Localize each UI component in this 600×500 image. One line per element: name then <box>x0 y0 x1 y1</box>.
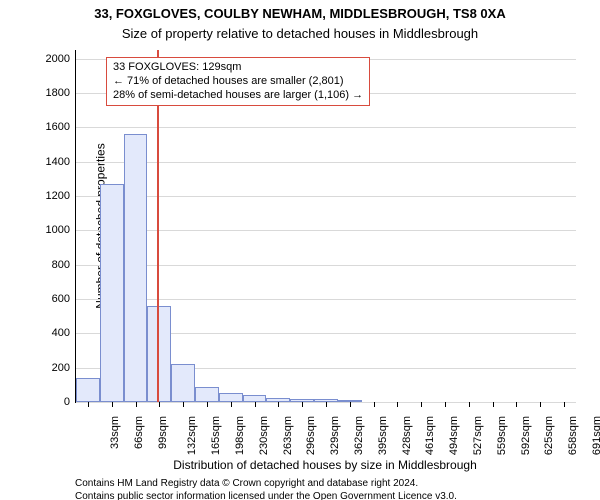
x-tick <box>136 402 137 407</box>
x-tick-label: 527sqm <box>472 416 484 455</box>
y-tick-label: 400 <box>52 327 76 339</box>
gridline <box>76 299 576 300</box>
histogram-bar <box>219 393 243 402</box>
x-tick-label: 230sqm <box>258 416 270 455</box>
gridline <box>76 196 576 197</box>
y-tick-label: 200 <box>52 362 76 374</box>
y-tick-label: 0 <box>64 396 76 408</box>
x-tick-label: 625sqm <box>544 416 556 455</box>
y-tick-label: 2000 <box>46 53 76 65</box>
x-tick <box>564 402 565 407</box>
y-tick-label: 1400 <box>46 156 76 168</box>
x-tick <box>278 402 279 407</box>
x-tick <box>445 402 446 407</box>
annotation-line-1: 33 FOXGLOVES: 129sqm <box>113 61 363 75</box>
x-tick-label: 461sqm <box>425 416 437 455</box>
x-tick-label: 263sqm <box>282 416 294 455</box>
y-tick-label: 1600 <box>46 121 76 133</box>
x-tick <box>540 402 541 407</box>
x-tick-label: 428sqm <box>401 416 413 455</box>
annotation-box: 33 FOXGLOVES: 129sqm← 71% of detached ho… <box>106 57 370 106</box>
x-tick <box>326 402 327 407</box>
x-tick <box>88 402 89 407</box>
x-tick <box>302 402 303 407</box>
histogram-bar <box>124 134 148 402</box>
x-tick-label: 329sqm <box>329 416 341 455</box>
x-tick-label: 362sqm <box>353 416 365 455</box>
x-tick-label: 395sqm <box>377 416 389 455</box>
footer-line-1: Contains HM Land Registry data © Crown c… <box>75 478 575 491</box>
x-tick-label: 691sqm <box>591 416 600 455</box>
x-tick <box>255 402 256 407</box>
footer-line-2: Contains public sector information licen… <box>75 491 575 500</box>
x-tick <box>516 402 517 407</box>
histogram-bar <box>195 387 219 402</box>
x-tick <box>207 402 208 407</box>
histogram-bar <box>76 378 100 402</box>
y-tick-label: 600 <box>52 293 76 305</box>
chart-subtitle: Size of property relative to detached ho… <box>0 26 600 41</box>
annotation-line-3: 28% of semi-detached houses are larger (… <box>113 89 363 103</box>
x-tick-label: 33sqm <box>109 416 121 449</box>
plot-area: 020040060080010001200140016001800200033s… <box>75 50 576 403</box>
x-tick-label: 99sqm <box>157 416 169 449</box>
x-tick <box>112 402 113 407</box>
y-tick-label: 1800 <box>46 87 76 99</box>
histogram-bar <box>243 395 267 402</box>
histogram-bar <box>171 364 195 402</box>
x-tick <box>374 402 375 407</box>
y-tick-label: 800 <box>52 259 76 271</box>
x-tick-label: 132sqm <box>186 416 198 455</box>
x-tick-label: 658sqm <box>567 416 579 455</box>
attribution-footer: Contains HM Land Registry data © Crown c… <box>75 478 575 500</box>
histogram-bar <box>100 184 124 402</box>
x-tick <box>493 402 494 407</box>
x-tick-label: 198sqm <box>234 416 246 455</box>
x-tick <box>469 402 470 407</box>
x-tick-label: 66sqm <box>133 416 145 449</box>
histogram-bar <box>147 306 171 402</box>
x-tick <box>421 402 422 407</box>
gridline <box>76 162 576 163</box>
x-tick-label: 592sqm <box>520 416 532 455</box>
x-tick <box>231 402 232 407</box>
x-tick <box>183 402 184 407</box>
gridline <box>76 127 576 128</box>
y-tick-label: 1200 <box>46 190 76 202</box>
x-tick-label: 165sqm <box>210 416 222 455</box>
gridline <box>76 230 576 231</box>
x-tick <box>159 402 160 407</box>
x-tick-label: 559sqm <box>496 416 508 455</box>
chart-title-address: 33, FOXGLOVES, COULBY NEWHAM, MIDDLESBRO… <box>0 6 600 21</box>
x-axis-label: Distribution of detached houses by size … <box>75 458 575 472</box>
y-tick-label: 1000 <box>46 224 76 236</box>
x-tick-label: 296sqm <box>306 416 318 455</box>
x-tick <box>397 402 398 407</box>
x-tick <box>350 402 351 407</box>
gridline <box>76 265 576 266</box>
annotation-line-2: ← 71% of detached houses are smaller (2,… <box>113 75 363 89</box>
x-tick-label: 494sqm <box>448 416 460 455</box>
